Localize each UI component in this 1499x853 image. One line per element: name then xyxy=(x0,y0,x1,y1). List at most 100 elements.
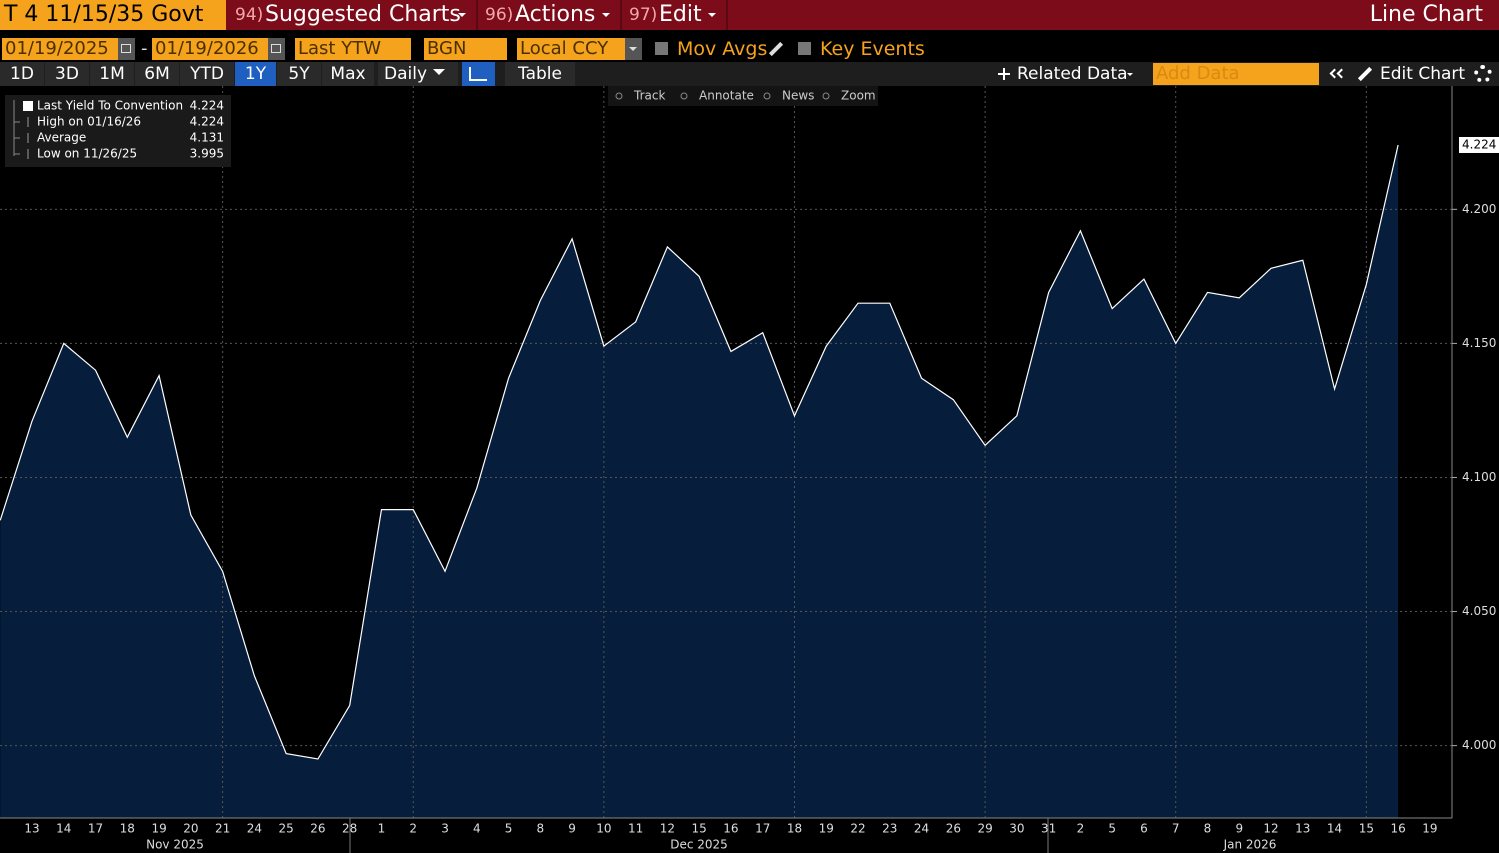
dropdown-arrow xyxy=(1127,73,1133,76)
checkbox-label[interactable]: Key Events xyxy=(820,38,925,60)
last-value-label: 4.224 xyxy=(1462,137,1496,151)
x-tick-label: 21 xyxy=(215,822,230,836)
x-tick-label: 8 xyxy=(536,822,544,836)
start-date-field[interactable]: 01/19/2025 xyxy=(2,38,118,60)
x-tick-label: 20 xyxy=(183,822,198,836)
range-button[interactable]: 6M xyxy=(135,62,179,86)
tool-icon xyxy=(680,92,688,100)
range-button[interactable]: YTD xyxy=(180,62,234,86)
legend-label: Low on 11/26/25 xyxy=(37,147,137,161)
area xyxy=(0,144,1399,818)
edit-label: Edit Chart xyxy=(1380,64,1466,84)
range-button[interactable]: Max xyxy=(322,62,374,86)
legend-value: 4.224 xyxy=(190,99,224,113)
x-tick-label: 24 xyxy=(914,822,929,836)
edit-chart-button[interactable]: Edit Chart xyxy=(1355,62,1465,86)
legend-label: High on 01/16/26 xyxy=(37,115,141,129)
header-bar: T 4 11/15/35 Govt 94) Suggested Charts 96) A… xyxy=(0,0,1499,30)
currency-dropdown[interactable] xyxy=(625,38,642,60)
tool-icon xyxy=(615,92,623,100)
end-date-field[interactable]: 01/19/2026 xyxy=(152,38,268,60)
x-tick-label: 15 xyxy=(692,822,707,836)
chart-tool[interactable]: Track xyxy=(633,89,665,103)
x-tick-label: 6 xyxy=(1140,822,1148,836)
x-tick-label: 18 xyxy=(787,822,802,836)
chart-tool[interactable]: News xyxy=(782,89,814,103)
x-tick-label: 12 xyxy=(660,822,675,836)
controls-bar: 01/19/2025 -01/19/2026 Last YTW BGN Local CC… xyxy=(0,37,1499,61)
x-tick-label: 9 xyxy=(568,822,576,836)
chart-icon xyxy=(469,67,487,81)
range-button[interactable]: 5Y xyxy=(277,62,321,86)
chart-tool[interactable]: Zoom xyxy=(841,89,876,103)
tool-icon xyxy=(822,92,830,100)
menu-button[interactable]: 97) Edit xyxy=(624,0,728,30)
menu-label: Actions xyxy=(515,2,596,27)
checkbox[interactable] xyxy=(798,42,811,55)
source-select[interactable]: BGN xyxy=(424,38,507,60)
view-label: Line Chart xyxy=(1369,2,1483,27)
menu-button[interactable]: 94) Suggested Charts xyxy=(230,0,478,30)
menu-button[interactable]: 96) Actions xyxy=(480,0,622,30)
legend-box xyxy=(5,95,231,167)
x-tick-label: 19 xyxy=(1422,822,1437,836)
x-tick-label: 19 xyxy=(151,822,166,836)
x-tick-label: 3 xyxy=(441,822,449,836)
currency-select[interactable]: Local CCY xyxy=(517,38,625,60)
x-tick-label: 18 xyxy=(120,822,135,836)
dropdown-arrow xyxy=(708,13,716,17)
x-tick-label: 9 xyxy=(1235,822,1243,836)
x-tick-label: 26 xyxy=(946,822,961,836)
related-data-button[interactable]: Related Data xyxy=(993,62,1143,86)
x-tick-label: 2 xyxy=(1077,822,1085,836)
x-tick-label: 29 xyxy=(977,822,992,836)
x-tick-label: 11 xyxy=(628,822,643,836)
chart-type-button[interactable] xyxy=(462,62,495,86)
table-button[interactable]: Table xyxy=(505,62,575,86)
calendar-icon[interactable] xyxy=(118,38,135,60)
x-tick-label: 14 xyxy=(56,822,71,836)
x-tick-label: 16 xyxy=(1390,822,1405,836)
x-tick-label: 31 xyxy=(1041,822,1056,836)
month-label: Nov 2025 xyxy=(146,838,204,852)
range-button[interactable]: 1D xyxy=(0,62,44,86)
field-select[interactable]: Last YTW xyxy=(295,38,411,60)
y-tick-label: 4.050 xyxy=(1462,604,1496,618)
x-tick-label: 14 xyxy=(1327,822,1342,836)
legend-tree xyxy=(13,100,20,156)
range-button[interactable]: 3D xyxy=(45,62,89,86)
x-tick-label: 12 xyxy=(1263,822,1278,836)
frequency-label: Daily xyxy=(384,64,428,84)
add-data-input[interactable]: Add Data xyxy=(1153,63,1319,85)
y-tick-label: 4.200 xyxy=(1462,202,1496,216)
x-tick-label: 4 xyxy=(473,822,481,836)
x-tick-label: 7 xyxy=(1172,822,1180,836)
pencil-icon xyxy=(768,41,784,57)
security-box[interactable]: T 4 11/15/35 Govt xyxy=(0,0,226,30)
settings-button[interactable] xyxy=(1474,65,1492,83)
dropdown-arrow xyxy=(629,47,637,51)
collapse-button[interactable] xyxy=(1327,62,1347,86)
chart-tool[interactable]: Annotate xyxy=(699,89,754,103)
month-label: Dec 2025 xyxy=(670,838,728,852)
menu-number: 97) xyxy=(629,5,658,25)
menu-label: Edit xyxy=(659,2,702,27)
range-button[interactable]: 1Y xyxy=(235,62,276,86)
menu-number: 96) xyxy=(485,5,514,25)
x-tick-label: 13 xyxy=(24,822,39,836)
legend-value: 4.224 xyxy=(190,115,224,129)
checkbox-label[interactable]: Mov Avgs xyxy=(677,38,768,60)
legend-label: Average xyxy=(37,131,86,145)
y-tick-label: 4.000 xyxy=(1462,738,1496,752)
calendar-icon[interactable] xyxy=(268,38,285,60)
checkbox[interactable] xyxy=(655,42,668,55)
legend-label: Last Yield To Convention xyxy=(37,99,183,113)
x-tick-label: 1 xyxy=(378,822,386,836)
x-tick-label: 30 xyxy=(1009,822,1024,836)
frequency-select[interactable]: Daily xyxy=(378,62,458,86)
related-label: Related Data xyxy=(1017,64,1128,84)
calendar-glyph xyxy=(121,44,131,53)
menu-number: 94) xyxy=(235,5,264,25)
range-button[interactable]: 1M xyxy=(90,62,134,86)
